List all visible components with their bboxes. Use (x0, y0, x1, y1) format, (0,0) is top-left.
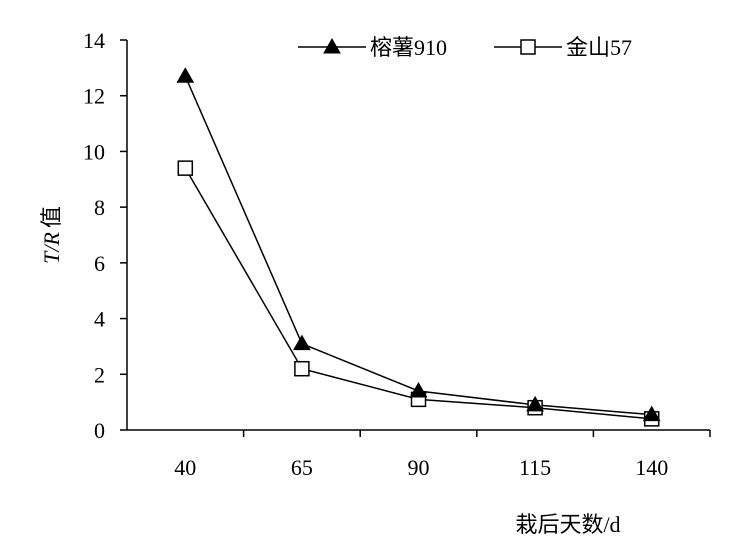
x-tick-label: 90 (408, 455, 430, 480)
x-ticks: 40 65 90 115 140 (174, 430, 711, 480)
y-tick-label: 2 (94, 362, 105, 387)
y-tick-label: 4 (94, 307, 105, 332)
y-tick-label: 8 (94, 195, 105, 220)
data-point-series-2 (177, 160, 194, 176)
legend-marker-series-2 (520, 39, 536, 55)
y-axis-label-suffix: 值 (39, 206, 64, 228)
y-axis-label: T/R 值 (39, 206, 64, 264)
y-ticks: 0 2 4 6 8 10 12 14 (83, 28, 127, 443)
svg-text:T/R值: T/R 值 (39, 206, 64, 264)
x-axis-label: 栽后天数/d (515, 512, 620, 537)
data-point-series-1 (526, 395, 544, 412)
legend-label-series-1: 榕薯910 (370, 35, 447, 60)
data-point-series-1 (409, 381, 428, 398)
y-axis-label-italic: T/R (39, 232, 64, 264)
x-tick-label: 65 (291, 455, 313, 480)
data-point-series-2 (294, 360, 310, 377)
legend-label-series-2: 金山57 (566, 35, 632, 60)
y-tick-label: 6 (94, 251, 105, 276)
data-point-series-1 (642, 405, 661, 422)
y-tick-label: 14 (83, 28, 105, 53)
y-tick-label: 0 (94, 418, 105, 443)
data-point-series-1 (293, 334, 311, 351)
y-tick-label: 12 (83, 84, 105, 109)
series-layer (176, 67, 661, 427)
series-line-1 (184, 75, 652, 416)
legend-marker-series-1 (323, 37, 341, 54)
y-tick-label: 10 (83, 139, 105, 164)
legend: 榕薯910 金山57 (298, 35, 632, 60)
series-line-2 (184, 167, 652, 420)
x-tick-label: 115 (519, 455, 551, 480)
x-tick-label: 40 (174, 455, 196, 480)
x-tick-label: 140 (635, 455, 668, 480)
data-point-series-1 (176, 67, 195, 83)
